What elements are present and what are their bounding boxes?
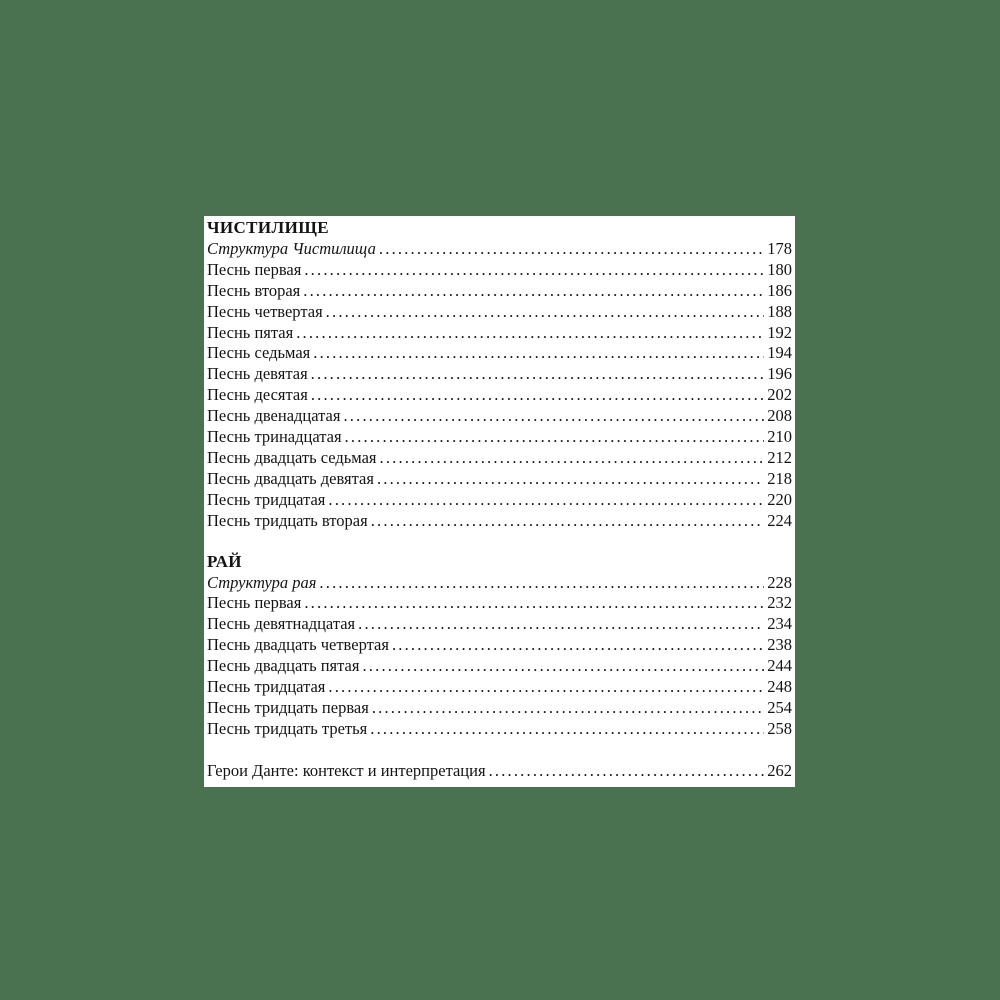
- toc-entry-label: Песнь двадцать пятая: [207, 656, 360, 676]
- toc-entry-page: 210: [767, 427, 792, 447]
- toc-entry-page: 254: [767, 697, 792, 717]
- toc-entry-page: 228: [767, 572, 792, 592]
- toc-entry-label: Песнь седьмая: [207, 343, 311, 363]
- toc-row: Песнь девятая 196: [207, 364, 792, 385]
- dot-leader: [345, 427, 765, 448]
- toc-entry-page: 194: [767, 343, 792, 363]
- toc-row: Песнь седьмая 194: [207, 343, 792, 364]
- toc-entry-label: Песнь пятая: [207, 322, 294, 342]
- toc-entry-label: Песнь тридцать первая: [207, 697, 369, 717]
- toc-entry-page: 258: [767, 718, 792, 738]
- toc-entry-page: 178: [767, 238, 792, 258]
- dot-leader: [328, 677, 764, 698]
- toc-entry-label: Структура рая: [207, 572, 317, 592]
- toc-row: Песнь тридцатая 220: [207, 490, 792, 511]
- toc-row: Песнь двадцать пятая 244: [207, 656, 792, 677]
- toc-entry-page: 188: [767, 301, 792, 321]
- toc-row: Песнь первая 232: [207, 593, 792, 614]
- toc-entry-page: 180: [767, 259, 792, 279]
- toc-entry-page: 244: [767, 656, 792, 676]
- toc-row: Структура рая 228: [207, 573, 792, 594]
- toc-row-heroes: Герои Данте: контекст и интерпретация 26…: [207, 761, 792, 782]
- section-header-paradise: РАЙ: [207, 551, 242, 571]
- toc-row: Песнь двенадцатая 208: [207, 406, 792, 427]
- dot-leader: [343, 406, 764, 427]
- dot-leader: [489, 761, 765, 782]
- dot-leader: [304, 260, 764, 281]
- toc-entry-label: Песнь вторая: [207, 280, 301, 300]
- toc-section-paradise: РАЙ Структура рая 228 Песнь первая 232 П…: [207, 552, 792, 740]
- toc-row: Песнь пятая 192: [207, 323, 792, 344]
- dot-leader: [392, 635, 764, 656]
- toc-entry-page: 234: [767, 614, 792, 634]
- toc-row: Песнь двадцать девятая 218: [207, 469, 792, 490]
- toc-entry-label: Песнь девятая: [207, 364, 308, 384]
- toc-row: Песнь двадцать седьмая 212: [207, 448, 792, 469]
- toc-section-purgatory: ЧИСТИЛИЩЕ Структура Чистилища 178 Песнь …: [207, 218, 792, 532]
- toc-entry-page: 248: [767, 677, 792, 697]
- dot-leader: [377, 469, 764, 490]
- toc-entry-label: Песнь двадцать седьмая: [207, 447, 377, 467]
- dot-leader: [358, 614, 764, 635]
- dot-leader: [362, 656, 764, 677]
- toc-row: Песнь тридцать первая 254: [207, 698, 792, 719]
- toc-row: Песнь вторая 186: [207, 281, 792, 302]
- toc-entry-label: Песнь тридцать третья: [207, 718, 368, 738]
- dot-leader: [304, 593, 764, 614]
- dot-leader: [313, 343, 764, 364]
- toc-row: Песнь первая 180: [207, 260, 792, 281]
- toc-entry-label: Песнь тридцать вторая: [207, 510, 368, 530]
- toc-entry-page: 186: [767, 280, 792, 300]
- toc-entry-page: 224: [767, 510, 792, 530]
- toc-entry-label: Песнь двадцать девятая: [207, 468, 374, 488]
- section-header-purgatory: ЧИСТИЛИЩЕ: [207, 218, 330, 237]
- toc-entry-label: Песнь девятнадцатая: [207, 614, 356, 634]
- toc-entry-label: Структура Чистилища: [207, 238, 376, 258]
- toc-row: Песнь тридцатая 248: [207, 677, 792, 698]
- toc-row: Песнь тридцать вторая 224: [207, 511, 792, 532]
- toc-entry-label: Песнь тридцатая: [207, 489, 326, 509]
- toc-entry-page: 220: [767, 489, 792, 509]
- toc-entry-label: Песнь двенадцатая: [207, 406, 341, 426]
- toc-entry-label: Песнь четвертая: [207, 301, 323, 321]
- dot-leader: [311, 385, 764, 406]
- dot-leader: [379, 239, 764, 260]
- toc-row: Структура Чистилища 178: [207, 239, 792, 260]
- toc-entry-label: Песнь первая: [207, 593, 302, 613]
- toc-page: ЧИСТИЛИЩЕ Структура Чистилища 178 Песнь …: [204, 216, 795, 787]
- dot-leader: [328, 490, 764, 511]
- toc-row: Песнь четвертая 188: [207, 302, 792, 323]
- toc-row: Песнь двадцать четвертая 238: [207, 635, 792, 656]
- dot-leader: [372, 698, 764, 719]
- dot-leader: [326, 302, 765, 323]
- toc-entry-page: 232: [767, 593, 792, 613]
- dot-leader: [371, 511, 765, 532]
- toc-entry-label: Герои Данте: контекст и интерпретация: [207, 760, 486, 780]
- dot-leader: [303, 281, 764, 302]
- toc-entry-page: 238: [767, 635, 792, 655]
- dot-leader: [296, 323, 764, 344]
- toc-entry-page: 192: [767, 322, 792, 342]
- toc-row: Песнь тридцать третья 258: [207, 719, 792, 740]
- toc-entry-page: 262: [767, 760, 792, 780]
- toc-entry-page: 218: [767, 468, 792, 488]
- dot-leader: [319, 573, 764, 594]
- toc-entry-page: 196: [767, 364, 792, 384]
- dot-leader: [380, 448, 765, 469]
- toc-row: Песнь девятнадцатая 234: [207, 614, 792, 635]
- toc-entry-page: 212: [767, 447, 792, 467]
- toc-row: Песнь десятая 202: [207, 385, 792, 406]
- toc-entry-page: 202: [767, 385, 792, 405]
- toc-entry-page: 208: [767, 406, 792, 426]
- toc-entry-label: Песнь двадцать четвертая: [207, 635, 389, 655]
- toc-entry-label: Песнь тринадцатая: [207, 427, 342, 447]
- dot-leader: [370, 719, 764, 740]
- dot-leader: [311, 364, 765, 385]
- toc-entry-label: Песнь первая: [207, 259, 302, 279]
- toc-entry-label: Песнь тридцатая: [207, 677, 326, 697]
- toc-entry-label: Песнь десятая: [207, 385, 308, 405]
- toc-row: Песнь тринадцатая 210: [207, 427, 792, 448]
